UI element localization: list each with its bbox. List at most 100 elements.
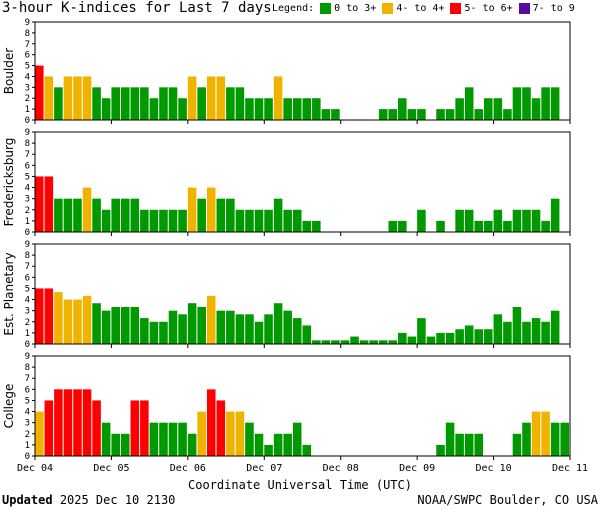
- bar-1-44: [455, 209, 464, 232]
- bar-3-55: [560, 422, 569, 456]
- bar-2-29: [312, 340, 321, 344]
- bar-1-13: [159, 209, 168, 232]
- bar-2-40: [417, 318, 426, 344]
- bar-2-13: [159, 321, 168, 344]
- bar-2-42: [436, 332, 445, 344]
- bar-0-7: [101, 98, 111, 120]
- bar-3-42: [436, 444, 445, 456]
- bar-0-37: [388, 109, 398, 120]
- bar-2-35: [369, 340, 378, 344]
- bar-1-8: [111, 198, 120, 232]
- y-tick-label-2-6: 6: [25, 273, 30, 283]
- bar-2-27: [292, 318, 302, 344]
- bar-1-24: [264, 209, 273, 232]
- bar-2-10: [130, 307, 140, 344]
- bar-2-26: [283, 310, 292, 344]
- bar-3-54: [550, 422, 560, 456]
- bar-1-1: [44, 176, 54, 232]
- updated-label: Updated: [2, 493, 53, 507]
- y-tick-label-3-6: 6: [25, 385, 30, 395]
- bar-1-42: [436, 220, 445, 232]
- bar-0-47: [484, 98, 493, 120]
- y-tick-label-0-3: 3: [25, 83, 30, 93]
- bar-1-46: [474, 220, 484, 232]
- bar-3-52: [531, 411, 541, 456]
- bar-3-12: [149, 422, 159, 456]
- bar-1-10: [130, 198, 140, 232]
- bar-1-6: [92, 198, 101, 232]
- chart-title: 3-hour K-indices for Last 7 days: [2, 0, 272, 16]
- bar-0-29: [312, 98, 321, 120]
- bar-0-3: [63, 76, 73, 120]
- bar-3-14: [168, 422, 178, 456]
- bar-0-36: [378, 109, 388, 120]
- bar-2-14: [168, 310, 178, 344]
- y-tick-label-1-3: 3: [25, 195, 30, 205]
- y-tick-label-1-6: 6: [25, 161, 30, 171]
- bar-2-38: [398, 332, 407, 344]
- y-tick-label-2-0: 0: [25, 340, 30, 350]
- y-tick-label-0-1: 1: [25, 105, 30, 115]
- y-tick-label-2-4: 4: [25, 296, 30, 306]
- bar-3-53: [541, 411, 550, 456]
- bar-2-34: [359, 340, 369, 344]
- bar-3-2: [54, 389, 63, 456]
- bar-2-25: [273, 303, 283, 344]
- x-axis-label: Coordinate Universal Time (UTC): [188, 478, 412, 492]
- bar-3-10: [130, 400, 140, 456]
- bar-2-6: [92, 303, 101, 344]
- bar-3-43: [445, 422, 455, 456]
- bar-2-52: [531, 318, 541, 344]
- bar-1-52: [531, 209, 541, 232]
- legend-swatch-red: [450, 3, 462, 14]
- y-tick-label-3-5: 5: [25, 396, 30, 406]
- bar-1-3: [63, 198, 73, 232]
- bar-0-50: [512, 87, 522, 120]
- legend: Legend: 0 to 3+ 4- to 4+ 5- to 6+ 7- to …: [272, 3, 578, 14]
- bar-0-52: [531, 98, 541, 120]
- bar-2-48: [493, 314, 503, 344]
- bar-1-50: [512, 209, 522, 232]
- bar-2-9: [120, 307, 130, 344]
- bar-3-15: [178, 422, 187, 456]
- y-tick-label-1-8: 8: [25, 139, 30, 149]
- bar-0-28: [302, 98, 312, 120]
- bar-3-9: [120, 433, 130, 456]
- bar-0-49: [503, 109, 512, 120]
- bar-1-20: [226, 198, 235, 232]
- bar-1-14: [168, 209, 178, 232]
- bar-3-8: [111, 433, 120, 456]
- bar-0-10: [130, 87, 140, 120]
- bar-3-6: [92, 400, 101, 456]
- bar-3-20: [226, 411, 235, 456]
- bar-3-3: [63, 389, 73, 456]
- bar-2-4: [73, 299, 82, 344]
- bar-0-12: [149, 98, 159, 120]
- bar-1-0: [35, 176, 44, 232]
- legend-swatch-green: [320, 3, 332, 14]
- y-tick-label-0-7: 7: [25, 40, 30, 50]
- bar-0-31: [331, 109, 340, 120]
- updated-timestamp: Updated 2025 Dec 10 2130: [2, 493, 175, 507]
- bar-1-15: [178, 209, 187, 232]
- bar-2-47: [484, 329, 493, 344]
- bar-3-7: [101, 422, 111, 456]
- bar-2-31: [331, 340, 340, 344]
- k-index-chart: 0123456789Boulder0123456789Fredericksbur…: [2, 18, 588, 474]
- updated-value: 2025 Dec 10 2130: [59, 493, 176, 507]
- panel-frame-3: [34, 355, 571, 457]
- legend-label: Legend:: [272, 3, 315, 14]
- x-tick-label-1: Dec 05: [93, 463, 129, 474]
- bar-2-51: [522, 321, 531, 344]
- bar-3-44: [455, 433, 464, 456]
- bar-0-8: [111, 87, 120, 120]
- x-tick-label-7: Dec 11: [552, 463, 588, 474]
- legend-item-4: 4- to 4+: [396, 3, 445, 14]
- bar-1-4: [73, 198, 82, 232]
- y-tick-label-2-5: 5: [25, 284, 30, 294]
- y-tick-label-3-8: 8: [25, 363, 30, 373]
- bar-0-44: [455, 98, 464, 120]
- bar-1-51: [522, 209, 531, 232]
- bar-0-48: [493, 98, 503, 120]
- bar-1-54: [550, 198, 560, 232]
